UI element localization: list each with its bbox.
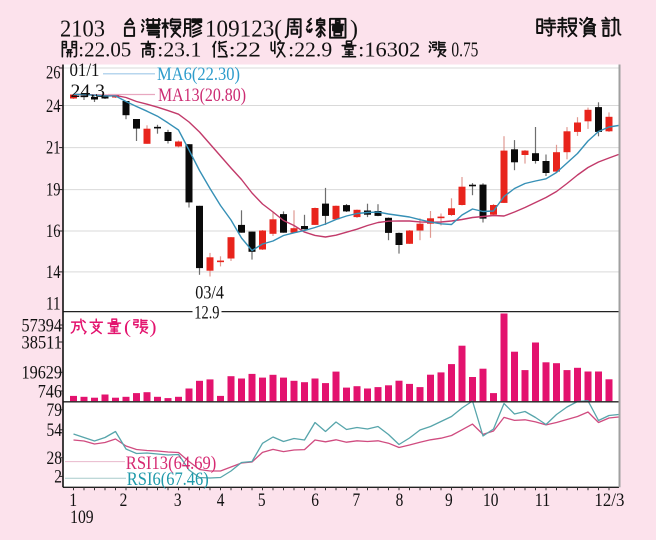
svg-text:RSI13(64.69): RSI13(64.69) <box>126 453 217 474</box>
svg-text:03/4: 03/4 <box>195 282 224 303</box>
svg-text:14: 14 <box>46 262 61 283</box>
svg-text::16302: :16302 <box>358 38 420 62</box>
svg-text:2: 2 <box>54 467 62 488</box>
svg-text:3: 3 <box>174 490 182 511</box>
svg-text:54: 54 <box>47 420 63 441</box>
svg-text:12/3: 12/3 <box>594 490 624 511</box>
svg-text:6: 6 <box>311 490 319 511</box>
svg-text:10: 10 <box>483 490 498 511</box>
svg-text:26: 26 <box>46 62 61 83</box>
svg-text:): ) <box>350 17 358 43</box>
svg-text:16: 16 <box>46 221 61 242</box>
svg-text::22: :22 <box>229 38 261 62</box>
svg-text:19: 19 <box>46 180 61 201</box>
svg-text:24: 24 <box>46 96 61 117</box>
svg-text:57394: 57394 <box>22 315 63 336</box>
svg-text:7: 7 <box>352 490 360 511</box>
svg-text:11: 11 <box>535 490 550 511</box>
svg-text:28: 28 <box>47 448 63 469</box>
svg-text:79: 79 <box>47 400 63 421</box>
svg-text:109123(: 109123( <box>205 17 282 43</box>
svg-text:2103: 2103 <box>60 17 105 43</box>
svg-text:11: 11 <box>46 293 61 314</box>
svg-text:38511: 38511 <box>22 332 63 353</box>
svg-text:MA13(20.80): MA13(20.80) <box>158 85 246 106</box>
svg-text:9: 9 <box>445 490 453 511</box>
svg-text:1: 1 <box>69 490 77 511</box>
svg-text:5: 5 <box>258 490 266 511</box>
svg-text:109: 109 <box>70 507 94 528</box>
svg-text:24.3: 24.3 <box>71 81 106 102</box>
svg-text::22.05: :22.05 <box>78 38 131 62</box>
svg-text:MA6(22.30): MA6(22.30) <box>157 64 240 85</box>
svg-text:(: ( <box>124 317 131 338</box>
svg-text:12.9: 12.9 <box>194 302 219 323</box>
svg-text::22.9: :22.9 <box>288 38 332 62</box>
svg-text:21: 21 <box>46 138 61 159</box>
svg-text:4: 4 <box>217 490 225 511</box>
svg-text::23.1: :23.1 <box>157 38 201 62</box>
svg-text:746: 746 <box>38 381 62 402</box>
svg-text:2: 2 <box>120 490 128 511</box>
svg-text:19629: 19629 <box>22 363 63 384</box>
svg-text:8: 8 <box>396 490 404 511</box>
svg-text:0.75: 0.75 <box>451 38 478 62</box>
svg-text:01/1: 01/1 <box>70 60 100 81</box>
svg-text:RSI6(67.46): RSI6(67.46) <box>127 469 209 490</box>
svg-text:): ) <box>150 317 157 338</box>
